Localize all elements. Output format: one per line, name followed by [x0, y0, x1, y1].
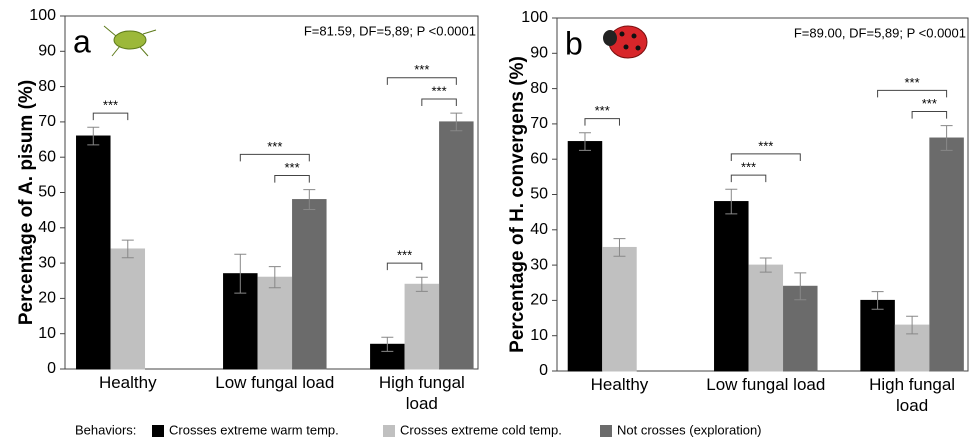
- significance-label: ***: [595, 103, 610, 118]
- significance-label: ***: [922, 96, 937, 111]
- bar: [110, 248, 146, 370]
- legend-swatch: [383, 425, 395, 437]
- error-bar: [794, 272, 807, 301]
- y-tick-label: 50: [530, 186, 548, 203]
- error-bar: [303, 189, 316, 210]
- y-tick-label: 0: [47, 360, 56, 377]
- y-tick-label: 100: [521, 9, 548, 26]
- significance-label: ***: [103, 98, 118, 113]
- bar: [714, 201, 749, 372]
- legend-label: Not crosses (exploration): [617, 422, 762, 437]
- x-tick-label: Low fungal load: [706, 375, 826, 394]
- bar: [783, 285, 818, 372]
- y-tick-label: 50: [38, 184, 56, 201]
- bar: [257, 276, 293, 370]
- bar: [76, 135, 111, 370]
- y-tick-label: 90: [38, 43, 56, 60]
- significance-label: ***: [905, 75, 920, 90]
- y-tick-label: 60: [530, 150, 548, 167]
- y-axis-label: Percentage of H. convergens (%): [507, 56, 528, 353]
- y-tick-label: 10: [38, 325, 56, 342]
- significance-label: ***: [267, 139, 282, 154]
- y-tick-label: 40: [38, 219, 56, 236]
- y-tick-label: 70: [530, 115, 548, 132]
- significance-label: ***: [397, 248, 412, 263]
- bar: [748, 264, 784, 372]
- y-tick-label: 80: [530, 80, 548, 97]
- significance-label: ***: [414, 62, 429, 77]
- x-tick-label: High fungal load: [869, 375, 956, 415]
- y-tick-label: 60: [38, 148, 56, 165]
- error-bar: [759, 257, 772, 273]
- error-bar: [871, 291, 884, 310]
- error-bar: [121, 239, 134, 259]
- significance-bracket: [421, 98, 457, 107]
- error-bar: [906, 315, 919, 335]
- y-tick-label: 30: [38, 254, 56, 271]
- y-tick-label: 20: [38, 290, 56, 307]
- x-tick-label: Low fungal load: [215, 373, 335, 392]
- stat-text: F=89.00, DF=5,89; P <0.0001: [794, 25, 966, 40]
- significance-bracket: [730, 174, 767, 183]
- significance-bracket: [92, 112, 129, 121]
- bar: [860, 299, 895, 372]
- error-bar: [87, 126, 100, 146]
- significance-bracket: [584, 118, 620, 126]
- significance-bracket: [911, 111, 948, 119]
- significance-label: ***: [431, 83, 446, 98]
- panel-letter: b: [565, 25, 583, 61]
- y-tick-label: 10: [530, 327, 548, 344]
- error-bar: [940, 125, 953, 151]
- y-tick-label: 70: [38, 113, 56, 130]
- y-tick-label: 30: [530, 256, 548, 273]
- error-bar: [234, 253, 247, 294]
- x-tick-label: Healthy: [590, 375, 649, 394]
- error-bar: [613, 238, 626, 257]
- legend-swatch: [152, 425, 164, 437]
- bar: [439, 121, 474, 370]
- ladybug-icon: [603, 25, 648, 59]
- legend-title: Behaviors:: [75, 422, 136, 437]
- y-tick-label: 100: [29, 7, 56, 24]
- aphid-icon: [103, 25, 157, 57]
- significance-bracket: [877, 89, 948, 98]
- error-bar: [450, 112, 463, 132]
- bar: [292, 199, 327, 370]
- significance-bracket: [274, 175, 310, 183]
- significance-bracket: [730, 153, 801, 161]
- error-bar: [268, 266, 281, 289]
- y-tick-label: 40: [530, 221, 548, 238]
- significance-label: ***: [741, 160, 756, 175]
- significance-bracket: [386, 77, 457, 85]
- y-tick-label: 90: [530, 45, 548, 62]
- significance-label: ***: [284, 160, 299, 175]
- error-bar: [578, 132, 591, 151]
- stat-text: F=81.59, DF=5,89; P <0.0001: [304, 23, 476, 38]
- y-tick-label: 20: [530, 292, 548, 309]
- error-bar: [381, 336, 394, 352]
- significance-label: ***: [758, 138, 773, 153]
- y-tick-label: 0: [539, 362, 548, 379]
- significance-bracket: [239, 153, 310, 162]
- y-axis-label: Percentage of A. pisum (%): [16, 80, 37, 325]
- y-tick-label: 80: [38, 78, 56, 95]
- x-tick-label: Healthy: [98, 373, 157, 392]
- error-bar: [415, 276, 428, 292]
- legend-swatch: [600, 425, 612, 437]
- error-bar: [725, 188, 738, 215]
- legend-label: Crosses extreme cold temp.: [400, 422, 562, 437]
- panel-letter: a: [73, 23, 91, 59]
- bar: [404, 283, 440, 370]
- bar: [567, 141, 603, 372]
- significance-bracket: [386, 262, 423, 271]
- bar: [602, 246, 637, 372]
- bar: [929, 137, 964, 372]
- legend-label: Crosses extreme warm temp.: [169, 422, 339, 437]
- x-tick-label: High fungal load: [378, 373, 465, 413]
